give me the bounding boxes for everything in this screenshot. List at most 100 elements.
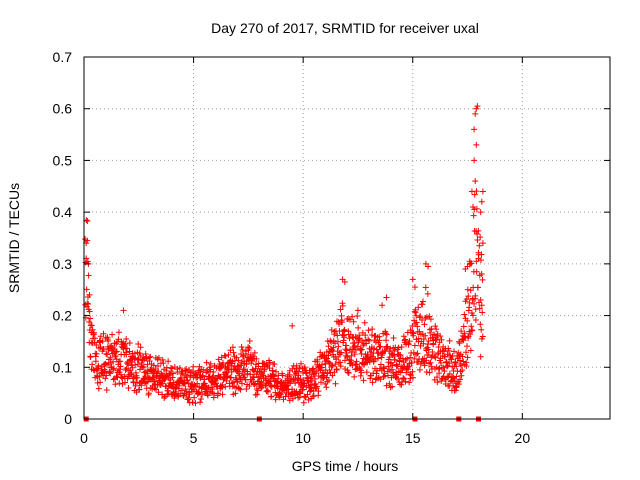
data-point bbox=[314, 358, 321, 365]
data-point bbox=[310, 392, 317, 399]
data-point bbox=[473, 105, 480, 112]
data-point bbox=[356, 365, 363, 372]
data-point bbox=[244, 370, 251, 377]
data-point bbox=[120, 307, 127, 314]
data-point bbox=[451, 348, 458, 355]
data-point bbox=[110, 358, 117, 365]
data-point bbox=[477, 209, 484, 216]
data-point bbox=[110, 376, 117, 383]
data-point bbox=[341, 327, 348, 334]
data-point bbox=[474, 236, 481, 243]
data-point bbox=[460, 323, 467, 330]
data-point bbox=[181, 380, 188, 387]
data-point bbox=[100, 345, 107, 352]
data-point bbox=[446, 370, 453, 377]
data-point bbox=[264, 388, 271, 395]
data-point bbox=[356, 332, 363, 339]
data-point bbox=[330, 344, 337, 351]
data-point bbox=[408, 359, 415, 366]
data-point bbox=[113, 373, 120, 380]
data-point bbox=[473, 205, 480, 212]
data-point bbox=[472, 110, 479, 117]
data-point bbox=[391, 357, 398, 364]
data-point bbox=[444, 362, 451, 369]
data-point bbox=[272, 396, 279, 403]
data-point bbox=[125, 361, 132, 368]
data-point bbox=[115, 358, 122, 365]
data-point bbox=[424, 290, 431, 297]
data-point bbox=[377, 361, 384, 368]
data-point bbox=[240, 366, 247, 373]
data-point bbox=[170, 370, 177, 377]
data-points bbox=[82, 103, 486, 422]
data-point bbox=[334, 338, 341, 345]
data-point bbox=[109, 344, 116, 351]
data-point bbox=[460, 337, 467, 344]
data-point bbox=[474, 284, 481, 291]
data-point bbox=[400, 375, 407, 382]
data-point bbox=[433, 326, 440, 333]
data-point bbox=[453, 384, 460, 391]
data-point bbox=[84, 237, 91, 244]
data-point bbox=[284, 382, 291, 389]
data-point bbox=[465, 293, 472, 300]
data-point bbox=[337, 306, 344, 313]
data-point bbox=[269, 367, 276, 374]
data-point bbox=[382, 330, 389, 337]
data-point bbox=[406, 379, 413, 386]
data-point bbox=[402, 336, 409, 343]
data-point bbox=[457, 376, 464, 383]
data-point bbox=[344, 369, 351, 376]
data-point bbox=[129, 359, 136, 366]
data-point bbox=[83, 286, 90, 293]
data-point bbox=[135, 340, 142, 347]
data-point bbox=[426, 360, 433, 367]
data-point bbox=[105, 346, 112, 353]
data-point bbox=[201, 380, 208, 387]
data-point bbox=[343, 342, 350, 349]
data-point bbox=[227, 347, 234, 354]
data-point bbox=[407, 354, 414, 361]
data-point bbox=[348, 359, 355, 366]
data-point bbox=[397, 352, 404, 359]
data-point bbox=[468, 188, 475, 195]
data-point bbox=[192, 370, 199, 377]
data-point bbox=[348, 349, 355, 356]
data-point bbox=[203, 359, 210, 366]
data-point bbox=[339, 319, 346, 326]
data-point bbox=[334, 332, 341, 339]
data-point bbox=[130, 379, 137, 386]
data-point bbox=[467, 331, 474, 338]
data-point bbox=[432, 323, 439, 330]
data-point bbox=[398, 343, 405, 350]
data-point bbox=[361, 319, 368, 326]
data-point bbox=[455, 381, 462, 388]
data-point bbox=[176, 382, 183, 389]
data-point bbox=[414, 350, 421, 357]
data-point bbox=[312, 380, 319, 387]
data-point bbox=[239, 380, 246, 387]
data-point bbox=[446, 337, 453, 344]
data-point bbox=[459, 353, 466, 360]
data-point bbox=[325, 352, 332, 359]
data-point bbox=[90, 329, 97, 336]
data-point bbox=[165, 358, 172, 365]
data-point bbox=[427, 359, 434, 366]
data-point bbox=[136, 386, 143, 393]
data-point bbox=[477, 353, 484, 360]
data-point bbox=[369, 326, 376, 333]
data-point bbox=[474, 230, 481, 237]
data-point bbox=[425, 346, 432, 353]
data-point bbox=[380, 373, 387, 380]
data-point bbox=[351, 373, 358, 380]
data-point bbox=[239, 347, 246, 353]
data-point bbox=[189, 399, 196, 406]
data-point bbox=[386, 380, 393, 387]
data-point bbox=[387, 345, 394, 352]
grid-lines bbox=[84, 57, 610, 419]
data-point bbox=[477, 297, 484, 304]
data-point bbox=[191, 382, 198, 389]
data-point bbox=[254, 391, 261, 398]
data-point bbox=[88, 322, 95, 329]
data-point bbox=[326, 359, 333, 366]
